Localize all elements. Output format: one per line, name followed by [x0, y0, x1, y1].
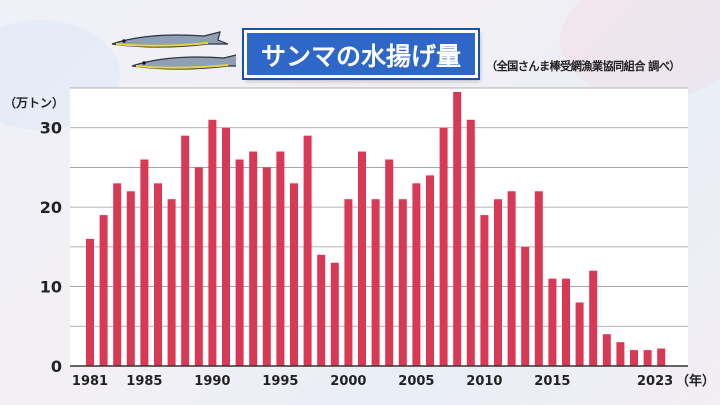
x-tick-label: 1995: [262, 374, 298, 389]
bar-2014: [534, 191, 543, 366]
bar-1997: [303, 135, 312, 366]
bar-2011: [494, 199, 502, 366]
bar-2009: [466, 119, 475, 367]
x-tick-label: 2000: [330, 374, 366, 389]
bar-1988: [181, 135, 190, 366]
bar-1984: [126, 191, 135, 366]
bar-1981: [86, 238, 94, 366]
bar-2015: [548, 278, 557, 366]
x-tick-label: 1990: [194, 374, 230, 389]
bar-2023: [657, 348, 666, 366]
bar-2008: [453, 91, 462, 366]
bar-1996: [290, 183, 298, 366]
bar-2017: [575, 302, 584, 366]
saury-fish-icon: [108, 30, 249, 80]
y-tick-label: 10: [40, 278, 62, 297]
bar-2003: [385, 159, 394, 366]
bar-2022: [643, 350, 652, 366]
bar-2010: [480, 215, 489, 366]
bar-2004: [398, 199, 407, 366]
bar-1995: [276, 151, 285, 366]
bar-2019: [602, 334, 611, 366]
bar-2020: [616, 342, 625, 366]
x-tick-label: 1985: [126, 374, 162, 389]
chart-title: サンマの水揚げ量: [244, 30, 478, 78]
bar-1991: [222, 127, 230, 366]
x-tick-label: 2010: [466, 374, 502, 389]
bar-1986: [154, 183, 162, 366]
x-tick-label: 1981: [72, 374, 108, 389]
bar-2006: [426, 175, 434, 366]
bar-2021: [630, 350, 638, 366]
bar-2000: [344, 199, 353, 366]
bar-2018: [589, 270, 598, 366]
bar-2005: [412, 183, 421, 366]
bar-1987: [167, 199, 176, 366]
y-tick-label: 20: [40, 198, 62, 217]
y-axis-unit: （万トン）: [4, 96, 65, 110]
bar-1999: [330, 262, 339, 366]
bar-2002: [371, 199, 380, 366]
bar-1998: [317, 254, 326, 366]
bar-2013: [521, 246, 530, 366]
chart-source: （全国さんま棒受網漁業協同組合 調べ）: [486, 60, 680, 73]
bar-1989: [194, 167, 203, 366]
bar-1993: [249, 151, 258, 366]
bar-1983: [113, 183, 122, 366]
bar-1992: [235, 159, 244, 366]
bar-1982: [99, 215, 108, 366]
x-axis-unit: （年）: [676, 373, 715, 389]
bar-2007: [439, 127, 448, 366]
x-tick-label: 2005: [398, 374, 434, 389]
bar-1990: [208, 119, 217, 367]
x-tick-label: 2023: [637, 374, 673, 389]
bar-2016: [562, 278, 570, 366]
y-tick-label: 0: [51, 357, 62, 376]
bar-1985: [140, 159, 149, 366]
bar-1994: [262, 167, 271, 366]
x-tick-label: 2015: [534, 374, 570, 389]
bar-2001: [358, 151, 366, 366]
y-tick-label: 30: [40, 119, 62, 138]
bar-2012: [507, 191, 516, 366]
